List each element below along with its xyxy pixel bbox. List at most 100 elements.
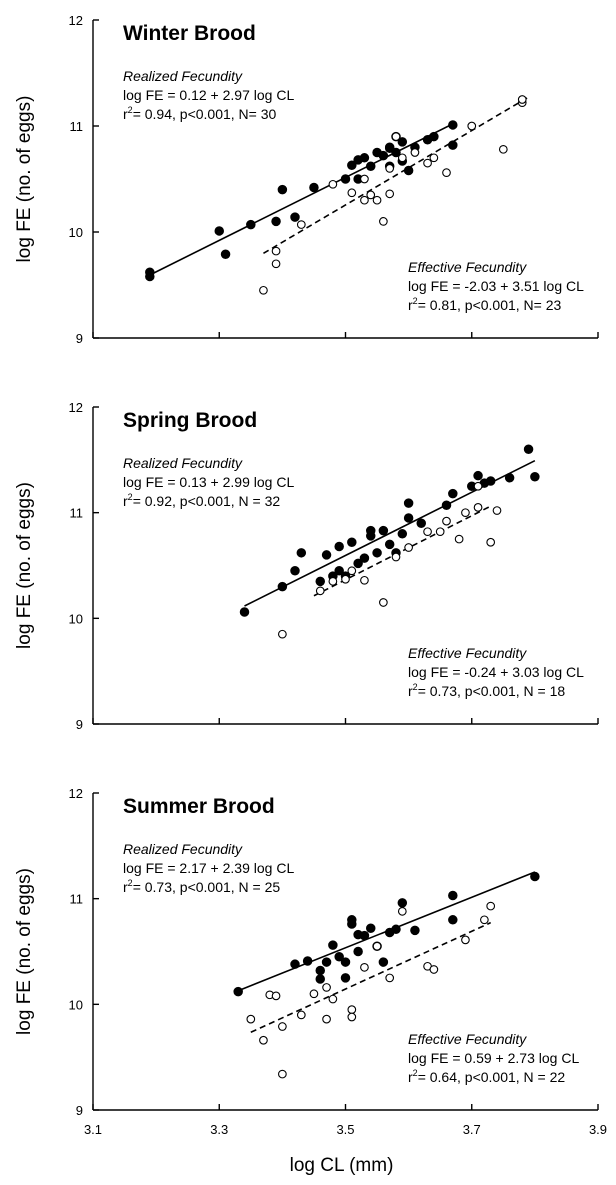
panel-title: Summer Brood [123,795,275,818]
annotation-heading: Realized Fecundity [123,68,243,84]
effective-point [442,516,451,526]
y-tick-label: 10 [69,611,83,626]
y-tick-label: 9 [76,717,83,732]
realized-point [365,923,376,934]
realized-point [321,957,332,967]
realized-point [277,184,288,195]
effective-point [480,915,489,925]
realized-point [448,488,458,499]
effective-point [347,1005,357,1014]
annotation-bottom-right: Effective Fecundity log FE = 0.59 + 2.73 … [408,1031,579,1085]
realized-point [296,548,307,558]
effective-point [429,153,439,163]
annotation-heading: Realized Fecundity [123,455,243,471]
effective-point [429,965,439,974]
regression-equation: log FE = 0.12 + 2.97 log CL [123,87,294,103]
x-tick-label: 3.1 [84,1122,102,1137]
realized-point [384,539,395,550]
realized-point [485,476,496,486]
regression-stats: r2= 0.94, p<0.001, N= 30 [123,105,277,122]
effective-point [372,941,382,951]
effective-point [517,95,527,104]
realized-point [448,890,458,901]
regression-equation: log FE = 2.17 + 2.39 log CL [123,860,294,876]
annotation-top-left: Realized Fecundity log FE = 0.12 + 2.97 l… [123,68,294,122]
effective-point [360,195,369,205]
effective-point [360,962,369,972]
effective-point [385,973,395,983]
regression-equation: log FE = 0.59 + 2.73 log CL [408,1050,579,1066]
regression-stats: r2= 0.73, p<0.001, N = 25 [123,878,280,895]
panel-title: Spring Brood [123,409,257,432]
y-axis-label: log FE (no. of eggs) [14,96,35,263]
effective-point [467,121,477,131]
realized-point [359,153,370,163]
realized-point [372,548,382,558]
realized-point [321,550,332,560]
x-tick-label: 3.9 [589,1122,607,1137]
realized-point [290,566,300,576]
realized-point [448,140,458,150]
annotation-heading: Effective Fecundity [408,645,527,661]
effective-point [379,598,388,607]
y-tick-label: 10 [69,997,83,1012]
effective-point [322,1014,331,1024]
effective-point [372,195,382,205]
realized-point [365,161,376,172]
realized-point [328,940,338,950]
realized-point [378,150,389,161]
chart-panel: 9 10 11 12 3.1 3.3 3.5 3.7 3.9 log FE (no. of egg… [14,786,607,1176]
effective-point [486,901,496,911]
realized-point [315,974,325,984]
realized-point [334,952,344,962]
realized-point [403,513,414,523]
realized-point [353,946,363,957]
realized-point [530,471,540,482]
realized-point [359,553,370,563]
effective-point [259,285,268,295]
effective-point [454,534,464,544]
realized-point [233,986,243,997]
effective-point [246,1014,256,1024]
realized-point [403,498,414,508]
realized-point [397,137,408,147]
realized-point [353,558,363,569]
effective-point [397,906,407,916]
annotation-heading: Realized Fecundity [123,841,243,857]
realized-point [397,529,408,539]
realized-point [277,581,288,592]
effective-point [486,537,496,547]
realized-point [315,576,325,587]
panel-title: Winter Brood [123,22,256,45]
effective-point [360,575,369,585]
realized-point [340,174,351,184]
effective-point [271,991,281,1001]
effective-point [259,1035,268,1045]
effective-point [278,629,287,639]
annotation-top-left: Realized Fecundity log FE = 2.17 + 2.39 l… [123,841,294,895]
annotation-heading: Effective Fecundity [408,1031,527,1047]
effective-point [278,1022,287,1031]
y-tick-label: 10 [69,225,83,240]
realized-point [429,131,439,142]
effective-fit-line [263,96,529,255]
effective-point [309,989,319,999]
realized-point [523,444,534,455]
effective-point [404,543,413,552]
x-axis-label: log CL (mm) [290,1155,394,1176]
realized-point [378,957,389,967]
realized-fit-line [149,123,454,276]
effective-point [410,148,420,157]
y-tick-label: 11 [70,119,84,134]
realized-point [391,924,401,935]
annotation-heading: Effective Fecundity [408,259,527,275]
realized-point [448,915,458,925]
y-axis-label: log FE (no. of eggs) [14,868,35,1035]
realized-point [530,871,540,882]
effective-point [461,508,470,518]
effective-fit-line [250,921,492,1034]
realized-point [315,965,325,976]
realized-point [347,537,357,548]
realized-point [290,959,300,969]
effective-point [315,586,325,596]
